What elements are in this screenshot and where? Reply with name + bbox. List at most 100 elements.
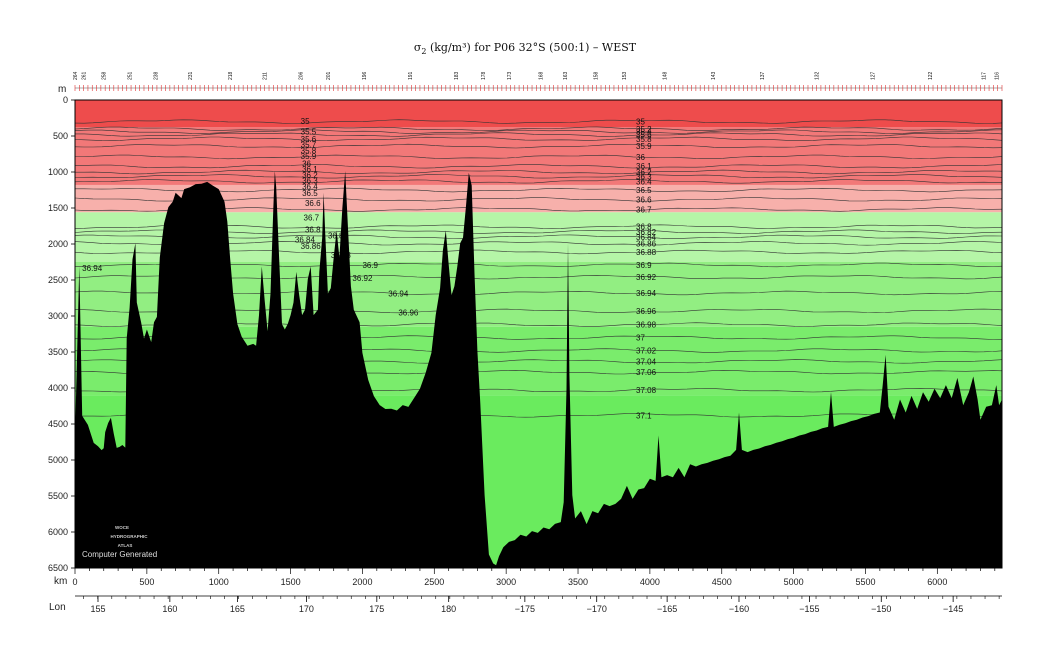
distance-tick-label: 1000 xyxy=(209,577,229,587)
station-label: 258 xyxy=(102,71,108,80)
contour-label: 35.4 xyxy=(636,128,652,137)
station-label: 218 xyxy=(228,71,234,80)
contour-label: 36.98 xyxy=(636,321,657,330)
contour-label: 36.7 xyxy=(304,213,320,222)
distance-tick-label: 3500 xyxy=(568,577,588,587)
distance-tick-label: 2500 xyxy=(424,577,444,587)
contour-label: 36.4 xyxy=(302,182,318,191)
contour-label: 35.6 xyxy=(301,135,317,144)
contour-36.6 xyxy=(74,197,1003,202)
station-label: 264 xyxy=(73,71,79,80)
contour-36 xyxy=(75,154,1003,160)
contour-label: 36.94 xyxy=(388,290,409,299)
contour-label: 36.2 xyxy=(636,168,652,177)
contour-label: 36.9 xyxy=(362,261,378,270)
chart-title: σ2 (kg/m³) for P06 32°S (500:1) – WEST xyxy=(414,41,637,56)
contour-36.7 xyxy=(74,207,1003,212)
contour-label: 36.9 xyxy=(636,261,652,270)
contour-label: 36.8 xyxy=(636,223,652,232)
station-label: 127 xyxy=(871,71,877,80)
depth-axis-unit: m xyxy=(58,84,66,95)
contour-label: 36.6 xyxy=(636,195,652,204)
longitude-tick-label: 175 xyxy=(369,604,384,614)
contour-label: 37.08 xyxy=(636,386,657,395)
longitude-tick-label: 160 xyxy=(162,604,177,614)
contour-label: 35.9 xyxy=(301,152,317,161)
contour-label: 36.3 xyxy=(302,177,318,186)
depth-tick-label: 1000 xyxy=(48,167,68,177)
depth-tick-label: 3500 xyxy=(48,347,68,357)
contour-36.2 xyxy=(75,169,1003,175)
contour-label: 36.84 xyxy=(295,236,316,245)
contour-label: 36.2 xyxy=(302,171,318,180)
distance-tick-label: 6000 xyxy=(927,577,947,587)
contour-label: 37.04 xyxy=(636,357,657,366)
station-label: 191 xyxy=(408,71,414,80)
station-label: 238 xyxy=(153,71,159,80)
depth-tick-label: 5000 xyxy=(48,455,68,465)
contour-label: 36.92 xyxy=(636,273,657,282)
distance-tick-label: 4000 xyxy=(640,577,660,587)
contour-35.9 xyxy=(74,143,1003,149)
depth-tick-label: 1500 xyxy=(48,203,68,213)
contour-label: 36 xyxy=(636,153,645,162)
station-axis: 264 261 258 251 238 231 218 211 206 201 196 191 183 1… xyxy=(73,71,1003,91)
contour-36.86 xyxy=(74,241,1003,246)
station-label: 153 xyxy=(622,71,628,80)
contour-label: 36.86 xyxy=(636,239,657,248)
station-label: 211 xyxy=(263,72,269,80)
station-label: 231 xyxy=(188,71,194,80)
contour-36.4 xyxy=(74,179,1003,184)
depth-tick-label: 500 xyxy=(53,131,68,141)
longitude-tick-label: −175 xyxy=(515,604,535,614)
contour-label: 36.4 xyxy=(636,177,652,186)
longitude-tick-label: −155 xyxy=(799,604,819,614)
longitude-tick-label: −160 xyxy=(729,604,749,614)
contour-label: 36.84 xyxy=(636,233,657,242)
computer-generated-credit: Computer Generated xyxy=(82,550,157,559)
station-label: 168 xyxy=(539,71,545,80)
longitude-tick-label: 165 xyxy=(230,604,245,614)
station-label: 148 xyxy=(662,71,668,80)
contour-label: 35.7 xyxy=(301,141,317,150)
contour-label: 36.88 xyxy=(636,248,657,257)
distance-tick-label: 500 xyxy=(139,577,154,587)
contour-label: 36.96 xyxy=(636,307,657,316)
longitude-tick-label: 180 xyxy=(441,604,456,614)
contour-36.84 xyxy=(74,234,1003,239)
contour-label: 36.1 xyxy=(636,162,652,171)
density-band-0 xyxy=(75,100,1002,128)
depth-tick-label: 5500 xyxy=(48,491,68,501)
contour-label: 37.02 xyxy=(636,347,657,356)
depth-tick-label: 0 xyxy=(63,95,68,105)
station-label: 261 xyxy=(82,71,88,80)
station-label: 143 xyxy=(711,71,717,80)
station-label: 183 xyxy=(454,71,460,80)
station-label: 137 xyxy=(760,71,766,80)
station-label: 196 xyxy=(362,71,368,80)
station-label: 132 xyxy=(815,71,821,80)
station-label: 116 xyxy=(994,72,1000,80)
contour-35 xyxy=(74,119,1003,124)
longitude-axis-label: Lon xyxy=(49,602,66,613)
depth-tick-label: 4000 xyxy=(48,383,68,393)
logo-line-2: HYDROGRAPHIC xyxy=(110,534,148,539)
contour-label: 37.1 xyxy=(636,411,652,420)
longitude-axis: Lon 155 160 165 170 175 180 −175 −170 −165 −160 −1… xyxy=(49,595,1002,614)
station-label: 173 xyxy=(507,71,513,80)
contour-label: 36.7 xyxy=(636,205,652,214)
longitude-tick-label: −170 xyxy=(587,604,607,614)
density-contours xyxy=(74,119,1003,418)
depth-tick-label: 2500 xyxy=(48,275,68,285)
depth-tick-label: 6000 xyxy=(48,527,68,537)
contour-label: 36.5 xyxy=(636,186,652,195)
depth-tick-label: 3000 xyxy=(48,311,68,321)
station-label: 251 xyxy=(128,71,134,80)
contour-label: 36.86 xyxy=(301,242,322,251)
contour-label: 35.8 xyxy=(301,146,317,155)
contour-35.4 xyxy=(74,129,1003,134)
contour-label: 36.96 xyxy=(398,308,419,317)
distance-tick-label: 5500 xyxy=(855,577,875,587)
station-label: 201 xyxy=(326,71,332,80)
